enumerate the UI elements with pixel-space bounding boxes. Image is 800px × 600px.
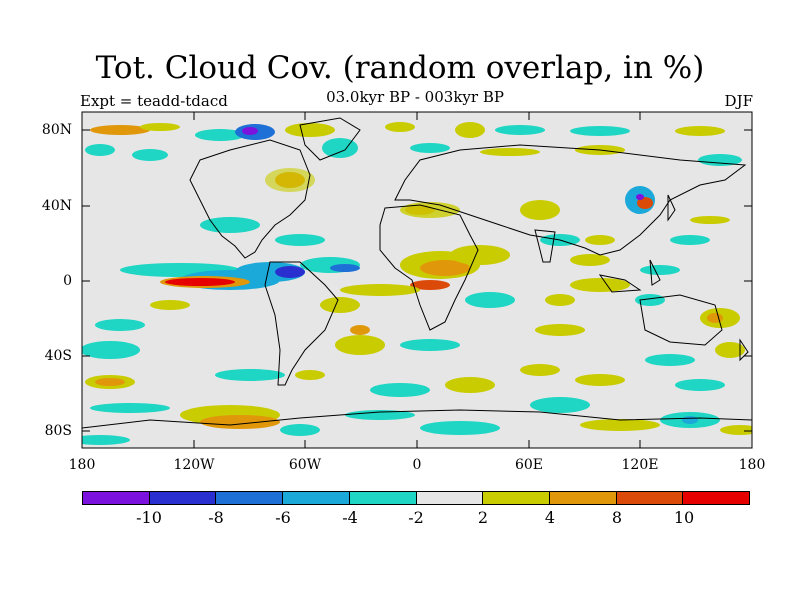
x-tick-label: 0 bbox=[412, 457, 422, 473]
colorbar-swatch bbox=[416, 492, 484, 504]
colorbar-swatch bbox=[483, 492, 550, 504]
y-tick-label: 80S bbox=[44, 423, 72, 439]
coastlines bbox=[82, 117, 752, 429]
x-tick-label: 180 bbox=[738, 457, 766, 473]
x-tick-label: 180 bbox=[68, 457, 96, 473]
x-tick-label: 60E bbox=[514, 457, 544, 473]
colorbar-label: -2 bbox=[408, 508, 424, 527]
colorbar-label: 4 bbox=[544, 508, 556, 527]
period-label: 03.0kyr BP - 003kyr BP bbox=[326, 88, 504, 106]
y-tick-label: 0 bbox=[63, 273, 72, 289]
map-title: Tot. Cloud Cov. (random overlap, in %) bbox=[95, 50, 705, 86]
x-tick-label: 120E bbox=[621, 457, 659, 473]
colorbar-swatch bbox=[283, 492, 350, 504]
colorbar-label: 2 bbox=[477, 508, 489, 527]
season-label: DJF bbox=[724, 92, 753, 110]
colorbar-swatch bbox=[216, 492, 284, 504]
axis-ticks bbox=[81, 112, 753, 448]
y-tick-label: 40S bbox=[44, 348, 72, 364]
colorbar-label: -6 bbox=[275, 508, 291, 527]
colorbar-label: -10 bbox=[136, 508, 162, 527]
colorbar bbox=[82, 491, 750, 505]
colorbar-label: 10 bbox=[673, 508, 695, 527]
cloud-anomaly-field bbox=[82, 122, 752, 445]
y-tick-label: 80N bbox=[41, 122, 72, 138]
colorbar-label: 8 bbox=[611, 508, 623, 527]
colorbar-swatch bbox=[349, 492, 417, 504]
colorbar-label: -8 bbox=[208, 508, 224, 527]
colorbar-swatch bbox=[683, 492, 750, 504]
x-tick-label: 60W bbox=[288, 457, 322, 473]
colorbar-swatch bbox=[83, 492, 150, 504]
colorbar-label: -4 bbox=[342, 508, 358, 527]
colorbar-swatch bbox=[616, 492, 684, 504]
x-tick-label: 120W bbox=[173, 457, 215, 473]
y-tick-label: 40N bbox=[41, 198, 72, 214]
experiment-label: Expt = teadd-tdacd bbox=[80, 92, 228, 110]
colorbar-swatch bbox=[549, 492, 617, 504]
colorbar-swatch bbox=[149, 492, 217, 504]
